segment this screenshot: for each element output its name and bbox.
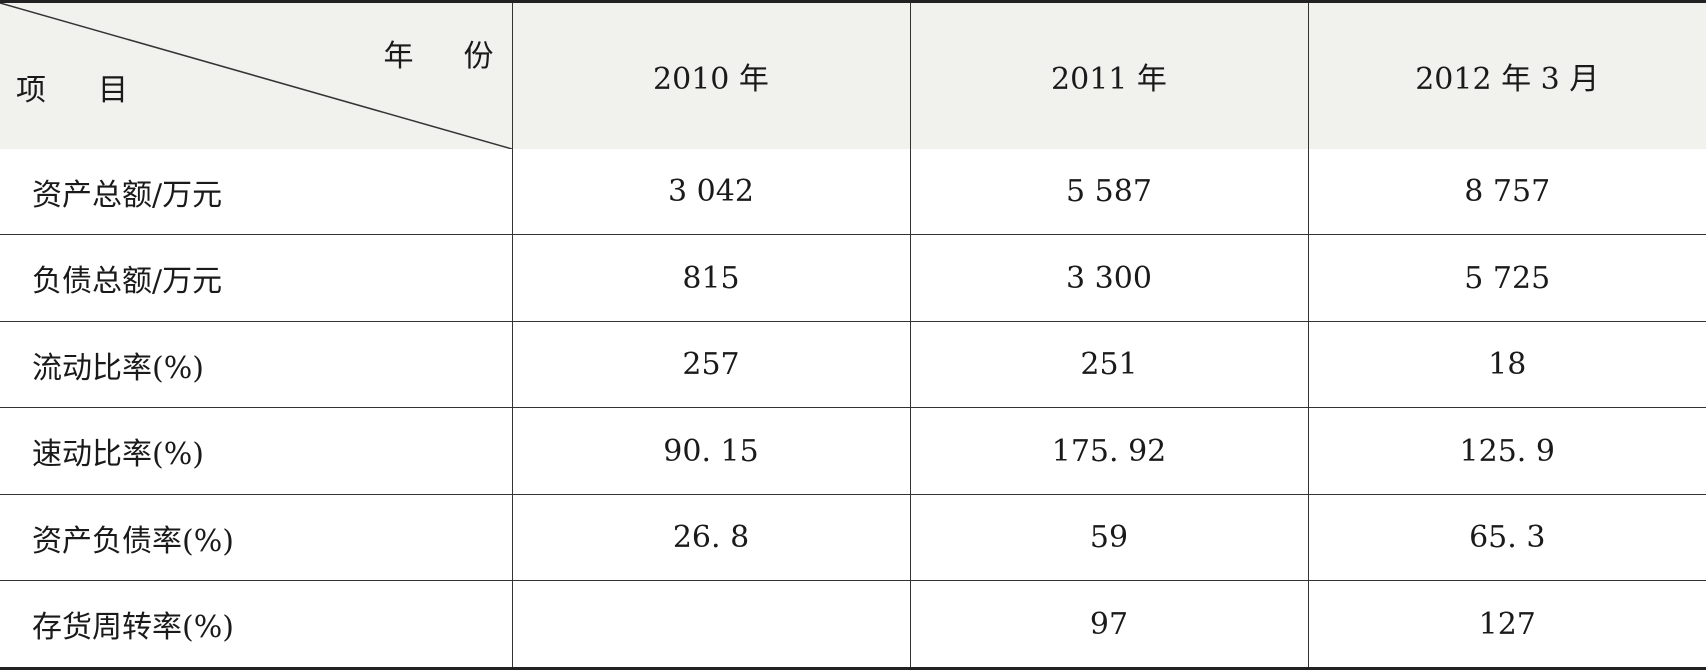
corner-year-label: 年份: [383, 39, 544, 74]
table-row: 速动比率(%) 90. 15 175. 92 125. 9: [0, 407, 1706, 495]
table-cell: 175. 92: [909, 407, 1308, 495]
table-cell: 26. 8: [511, 493, 910, 581]
table-cell: 90. 15: [511, 407, 910, 495]
table-row: 资产负债率(%) 26. 8 59 65. 3: [0, 493, 1706, 581]
table-cell: [511, 580, 910, 667]
table-cell: 59: [909, 493, 1308, 581]
row-label: 资产总额/万元: [32, 177, 223, 213]
row-label: 负债总额/万元: [0, 234, 512, 322]
table-cell: 3 300: [909, 234, 1308, 322]
row-label: 速动比率(%): [0, 407, 512, 495]
table-cell: 65. 3: [1307, 493, 1706, 581]
table-cell: 251: [909, 320, 1308, 408]
table-cell: 257: [511, 320, 910, 408]
corner-item-label: 项目: [16, 73, 180, 108]
table-row: 资产总额/万元 3 042 5 587 8 757: [0, 149, 1706, 235]
header-row: 年份 项目 2010 年 2011 年 2012 年 3 月: [0, 3, 1706, 149]
table-cell: 5 725: [1307, 234, 1706, 322]
column-header-2010: 2010 年: [511, 3, 910, 149]
row-label: 流动比率(%): [0, 320, 512, 408]
table-cell: 127: [1307, 580, 1706, 667]
table-cell: 815: [511, 234, 910, 322]
row-label: 存货周转率(%): [0, 580, 512, 667]
corner-header-cell: 年份 项目: [0, 3, 512, 149]
diagonal-divider: [0, 3, 512, 149]
table-cell: 8 757: [1307, 149, 1706, 235]
table-cell: 3 042: [511, 149, 910, 235]
table-cell: 125. 9: [1307, 407, 1706, 495]
table-row: 流动比率(%) 257 251 18: [0, 320, 1706, 408]
row-label: 资产负债率(%): [0, 493, 512, 581]
column-header-2011: 2011 年: [909, 3, 1308, 149]
financial-indicators-table: 年份 项目 2010 年 2011 年 2012 年 3 月 资产总额/万元 3…: [0, 3, 1706, 667]
table-cell: 97: [909, 580, 1308, 667]
table-row: 负债总额/万元 815 3 300 5 725: [0, 234, 1706, 322]
table-cell: 18: [1307, 320, 1706, 408]
table-row: 存货周转率(%) 97 127: [0, 580, 1706, 667]
table-cell: 5 587: [909, 149, 1308, 235]
column-header-2012-march: 2012 年 3 月: [1307, 3, 1706, 149]
